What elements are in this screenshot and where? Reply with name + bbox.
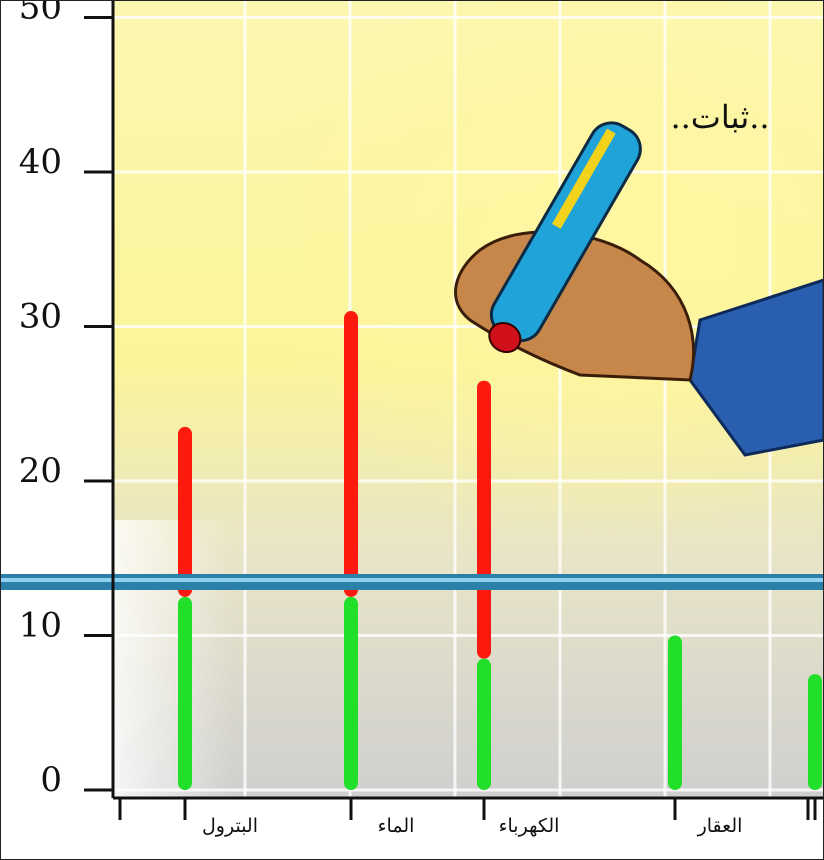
- x-tick-label: العقار: [697, 815, 743, 837]
- x-tick-label: الماء: [378, 815, 415, 837]
- bar-segment: [344, 311, 358, 597]
- bar-segment: [178, 596, 192, 790]
- bar-segment: [178, 426, 192, 597]
- y-tick-label: 10: [19, 606, 62, 646]
- y-tick-label: 20: [19, 451, 62, 491]
- bar-segment: [344, 596, 358, 790]
- y-tick-label: 0: [40, 760, 62, 800]
- rail-highlight: [0, 578, 824, 582]
- bar-segment: [668, 635, 682, 790]
- x-tick-label: البترول: [202, 815, 258, 837]
- y-tick-label: 30: [19, 297, 62, 337]
- shade: [113, 520, 233, 798]
- y-tick-label: 50: [19, 0, 62, 28]
- y-tick-label: 40: [19, 142, 62, 182]
- x-tick-label: الكهرباء: [499, 815, 560, 837]
- hand-with-pen: [454, 121, 824, 457]
- bar-segment: [808, 674, 822, 790]
- bar-segment: [477, 658, 491, 790]
- annotation: ..ثبات..: [670, 98, 769, 136]
- bar-segment: [477, 380, 491, 659]
